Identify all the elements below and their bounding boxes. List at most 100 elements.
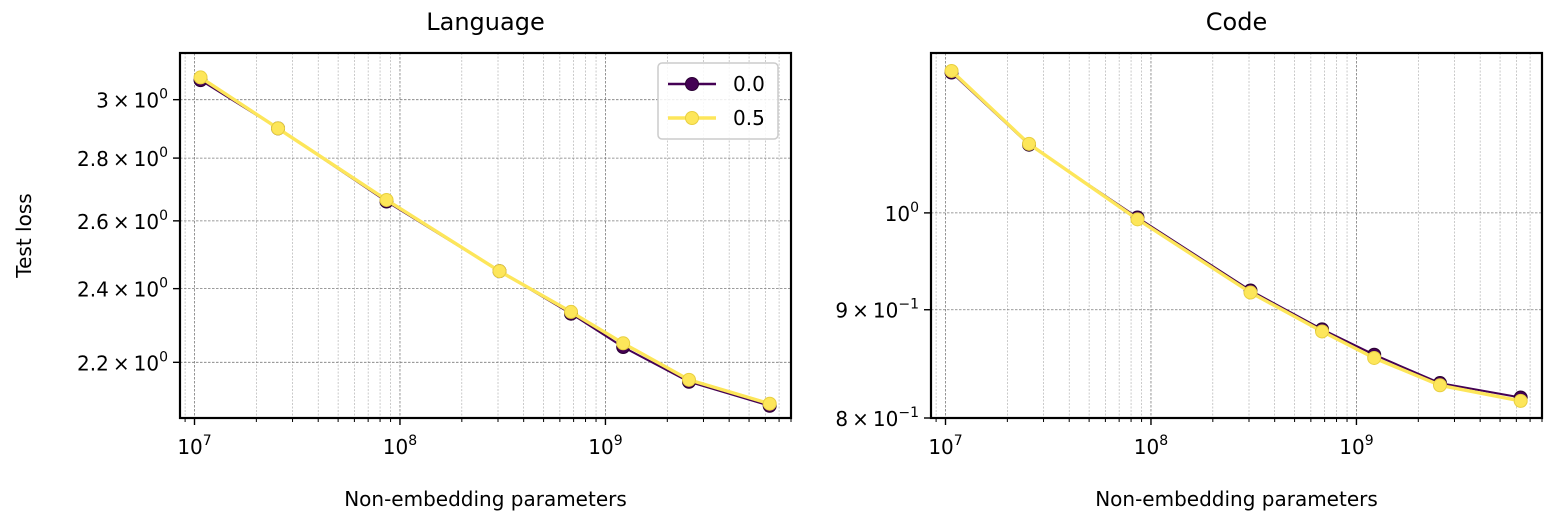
data-point	[1315, 324, 1330, 339]
y-tick-label: 2.6 × 100	[77, 208, 168, 234]
series-0-5	[193, 70, 777, 411]
y-axis-label: Test loss	[12, 193, 36, 278]
tick-base: 10	[177, 435, 202, 459]
times-sign: ×	[852, 407, 869, 431]
tick-exponent: 0	[159, 145, 168, 161]
tick-exponent: 0	[159, 276, 168, 292]
tick-exponent: −1	[898, 297, 919, 313]
data-point	[762, 396, 777, 411]
data-point	[1243, 285, 1258, 300]
legend-marker	[685, 77, 699, 91]
tick-mantissa: 2.8	[77, 147, 109, 171]
tick-base: 10	[134, 147, 159, 171]
tick-exponent: 0	[159, 208, 168, 224]
tick-exponent: 0	[159, 349, 168, 365]
tick-base: 10	[383, 435, 408, 459]
tick-base: 10	[873, 407, 898, 431]
tick-exponent: 0	[159, 87, 168, 103]
y-tick-label: 8 × 10−1	[835, 405, 919, 431]
tick-mantissa: 3	[96, 89, 109, 113]
legend-label: 0.0	[733, 72, 765, 96]
times-sign: ×	[113, 147, 130, 171]
x-tick-label: 107	[928, 433, 962, 459]
legend-label: 0.5	[733, 106, 765, 130]
y-tick-label: 100	[885, 200, 919, 226]
chart-title: Code	[1206, 8, 1267, 36]
chart-title: Language	[426, 8, 544, 36]
x-axis-label: Non-embedding parameters	[344, 487, 627, 511]
data-point	[193, 70, 208, 85]
tick-exponent: 9	[1365, 433, 1374, 449]
data-point	[1130, 212, 1145, 227]
data-point	[1022, 136, 1037, 151]
grid	[931, 53, 1543, 419]
tick-base: 10	[1339, 435, 1364, 459]
data-point	[379, 192, 394, 207]
series-0-5	[944, 63, 1528, 408]
grid	[180, 53, 792, 418]
tick-base: 10	[134, 210, 159, 234]
tick-mantissa: 2.4	[77, 278, 109, 302]
tick-base: 10	[588, 435, 613, 459]
x-axis: 107 108 109	[177, 418, 792, 459]
series-line	[199, 75, 771, 406]
data-point	[1367, 350, 1382, 365]
data-point	[616, 336, 631, 351]
legend: 0.00.5	[657, 62, 779, 140]
tick-exponent: 0	[910, 200, 919, 216]
y-tick-label: 2.4 × 100	[77, 276, 168, 302]
data-point	[1513, 393, 1528, 408]
y-tick-label: 3 × 100	[96, 87, 168, 113]
tick-exponent: 7	[203, 433, 212, 449]
x-tick-label: 108	[1134, 433, 1168, 459]
times-sign: ×	[113, 210, 130, 234]
x-axis: 107 108 109	[928, 418, 1543, 459]
tick-mantissa: 9	[835, 299, 848, 323]
x-axis-label: Non-embedding parameters	[1095, 487, 1378, 511]
tick-exponent: −1	[898, 405, 919, 421]
legend-marker	[685, 111, 699, 125]
series-0-0	[944, 65, 1528, 405]
tick-exponent: 8	[1159, 433, 1168, 449]
plot-frame	[929, 51, 1544, 420]
times-sign: ×	[113, 351, 130, 375]
y-tick-label: 9 × 10−1	[835, 297, 919, 323]
tick-exponent: 7	[954, 433, 963, 449]
tick-base: 10	[873, 299, 898, 323]
x-tick-label: 108	[383, 433, 417, 459]
data-point	[271, 121, 286, 136]
times-sign: ×	[113, 278, 130, 302]
x-tick-label: 107	[177, 433, 211, 459]
series-line	[950, 71, 1521, 399]
tick-base: 10	[134, 278, 159, 302]
tick-mantissa: 2.2	[77, 351, 109, 375]
tick-mantissa: 8	[835, 407, 848, 431]
x-tick-label: 109	[1339, 433, 1373, 459]
tick-base: 10	[1134, 435, 1159, 459]
tick-base: 10	[928, 435, 953, 459]
y-tick-label: 2.8 × 100	[77, 145, 168, 171]
tick-base: 10	[885, 202, 910, 226]
data-point	[681, 372, 696, 387]
legend-item: 0.0	[668, 72, 765, 96]
tick-mantissa: 2.6	[77, 210, 109, 234]
plot-frame	[178, 51, 793, 420]
data-point	[564, 304, 579, 319]
series-line	[950, 69, 1522, 403]
tick-base: 10	[134, 351, 159, 375]
data-point	[944, 63, 959, 78]
data-point	[492, 264, 507, 279]
times-sign: ×	[852, 299, 869, 323]
y-tick-label: 2.2 × 100	[77, 349, 168, 375]
tick-base: 10	[134, 89, 159, 113]
tick-exponent: 8	[408, 433, 417, 449]
data-point	[1432, 378, 1447, 393]
tick-exponent: 9	[614, 433, 623, 449]
times-sign: ×	[113, 89, 130, 113]
legend-item: 0.5	[668, 106, 765, 130]
